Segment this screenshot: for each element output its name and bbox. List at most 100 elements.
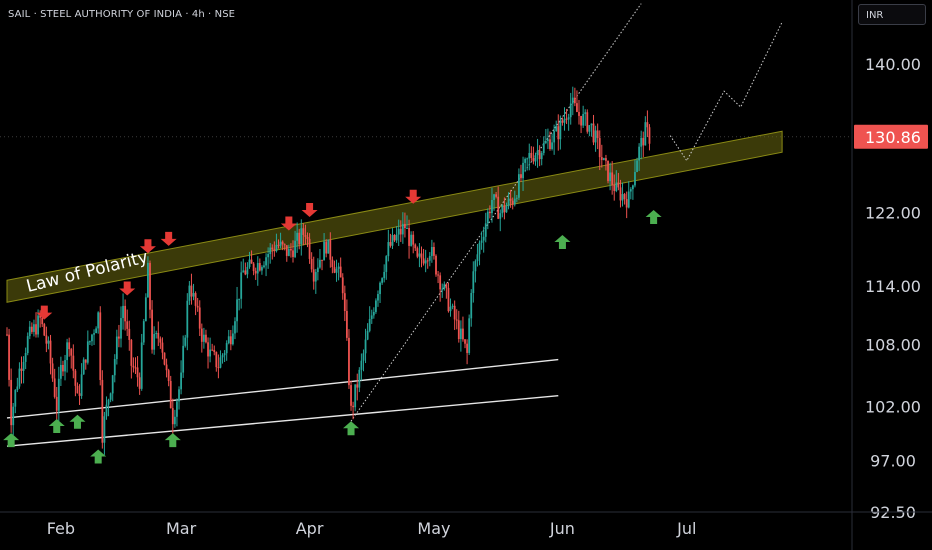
candle-down xyxy=(333,267,336,273)
candle-up xyxy=(57,378,60,411)
price-tick-label: 102.00 xyxy=(865,397,921,416)
candle-down xyxy=(128,328,131,340)
candle-down xyxy=(600,157,603,160)
currency-button[interactable]: INR xyxy=(858,4,926,25)
candle-down xyxy=(169,380,172,409)
candle-down xyxy=(586,112,589,132)
candle-up xyxy=(47,340,50,344)
candle-down xyxy=(161,342,164,353)
candle-down xyxy=(51,363,54,379)
candle-up xyxy=(544,141,547,143)
candle-down xyxy=(462,328,464,340)
candle-up xyxy=(153,334,156,350)
candle-up xyxy=(256,263,259,274)
down-arrow-marker xyxy=(119,281,136,296)
last-price-badge xyxy=(854,124,928,149)
candle-down xyxy=(136,367,139,378)
candle-up xyxy=(482,236,485,241)
candle-down xyxy=(648,127,651,144)
candle-down xyxy=(126,321,129,329)
candle-up xyxy=(443,284,446,289)
chart-header-title: SAIL · STEEL AUTHORITY OF INDIA · 4h · N… xyxy=(8,9,236,20)
time-tick-label: May xyxy=(417,519,450,538)
candle-up xyxy=(522,162,524,179)
candle-up xyxy=(89,341,91,343)
candle-up xyxy=(188,285,191,301)
candle-down xyxy=(414,244,417,249)
candle-down xyxy=(457,320,460,340)
down-arrow-marker xyxy=(160,231,177,246)
candle-down xyxy=(642,137,645,146)
candle-up xyxy=(493,194,495,200)
candle-up xyxy=(120,318,122,339)
candle-up xyxy=(518,174,520,198)
candle-down xyxy=(124,305,127,322)
candle-up xyxy=(261,267,263,271)
candle-up xyxy=(12,406,15,426)
candle-down xyxy=(341,277,344,294)
candle-up xyxy=(484,223,487,237)
candle-down xyxy=(281,241,284,245)
candle-down xyxy=(10,379,13,426)
up-arrow-marker xyxy=(90,449,107,464)
up-arrow-marker xyxy=(164,433,181,448)
candle-up xyxy=(26,336,29,354)
candle-down xyxy=(277,244,280,246)
candle-up xyxy=(209,349,212,357)
candle-up xyxy=(542,142,545,153)
candle-down xyxy=(617,182,620,188)
candle-up xyxy=(265,257,267,266)
candle-down xyxy=(101,379,104,443)
candle-up xyxy=(474,261,477,272)
candle-down xyxy=(613,184,616,191)
candle-up xyxy=(634,172,636,186)
candle-up xyxy=(186,300,189,338)
time-tick-label: Apr xyxy=(296,519,324,538)
candle-down xyxy=(258,263,261,271)
up-arrow-marker xyxy=(645,209,662,224)
candle-up xyxy=(82,359,85,375)
candle-up xyxy=(590,123,593,126)
candle-down xyxy=(561,120,564,123)
candle-up xyxy=(383,271,386,279)
candle-down xyxy=(611,172,614,185)
candle-up xyxy=(219,357,222,368)
candle-up xyxy=(358,369,361,388)
price-tick-label: 97.00 xyxy=(870,452,916,471)
candle-down xyxy=(497,196,500,219)
candle-up xyxy=(22,361,25,371)
candle-up xyxy=(178,389,180,402)
candle-up xyxy=(113,359,116,376)
candle-up xyxy=(430,247,433,257)
candle-up xyxy=(644,122,647,146)
candle-up xyxy=(140,342,143,389)
candle-up xyxy=(155,333,158,335)
candle-down xyxy=(412,234,415,245)
candle-down xyxy=(306,236,309,239)
candle-up xyxy=(375,300,377,312)
candle-up xyxy=(246,266,249,275)
candle-down xyxy=(596,130,599,139)
candle-up xyxy=(327,239,330,254)
candle-down xyxy=(134,367,137,369)
candle-up xyxy=(59,364,62,379)
candle-down xyxy=(163,352,166,365)
candle-down xyxy=(151,309,153,350)
candle-down xyxy=(619,187,622,201)
candle-down xyxy=(207,342,209,357)
candle-down xyxy=(62,364,64,372)
candle-down xyxy=(576,103,578,112)
candle-down xyxy=(78,393,81,396)
candle-up xyxy=(80,374,83,396)
candle-down xyxy=(159,338,162,343)
candle-down xyxy=(273,249,276,252)
candle-up xyxy=(559,120,562,140)
candle-up xyxy=(366,330,369,340)
candle-up xyxy=(424,260,427,264)
candle-down xyxy=(439,275,442,290)
candles xyxy=(6,86,651,455)
candle-down xyxy=(30,326,33,332)
candle-up xyxy=(18,368,21,387)
candle-down xyxy=(35,324,37,335)
